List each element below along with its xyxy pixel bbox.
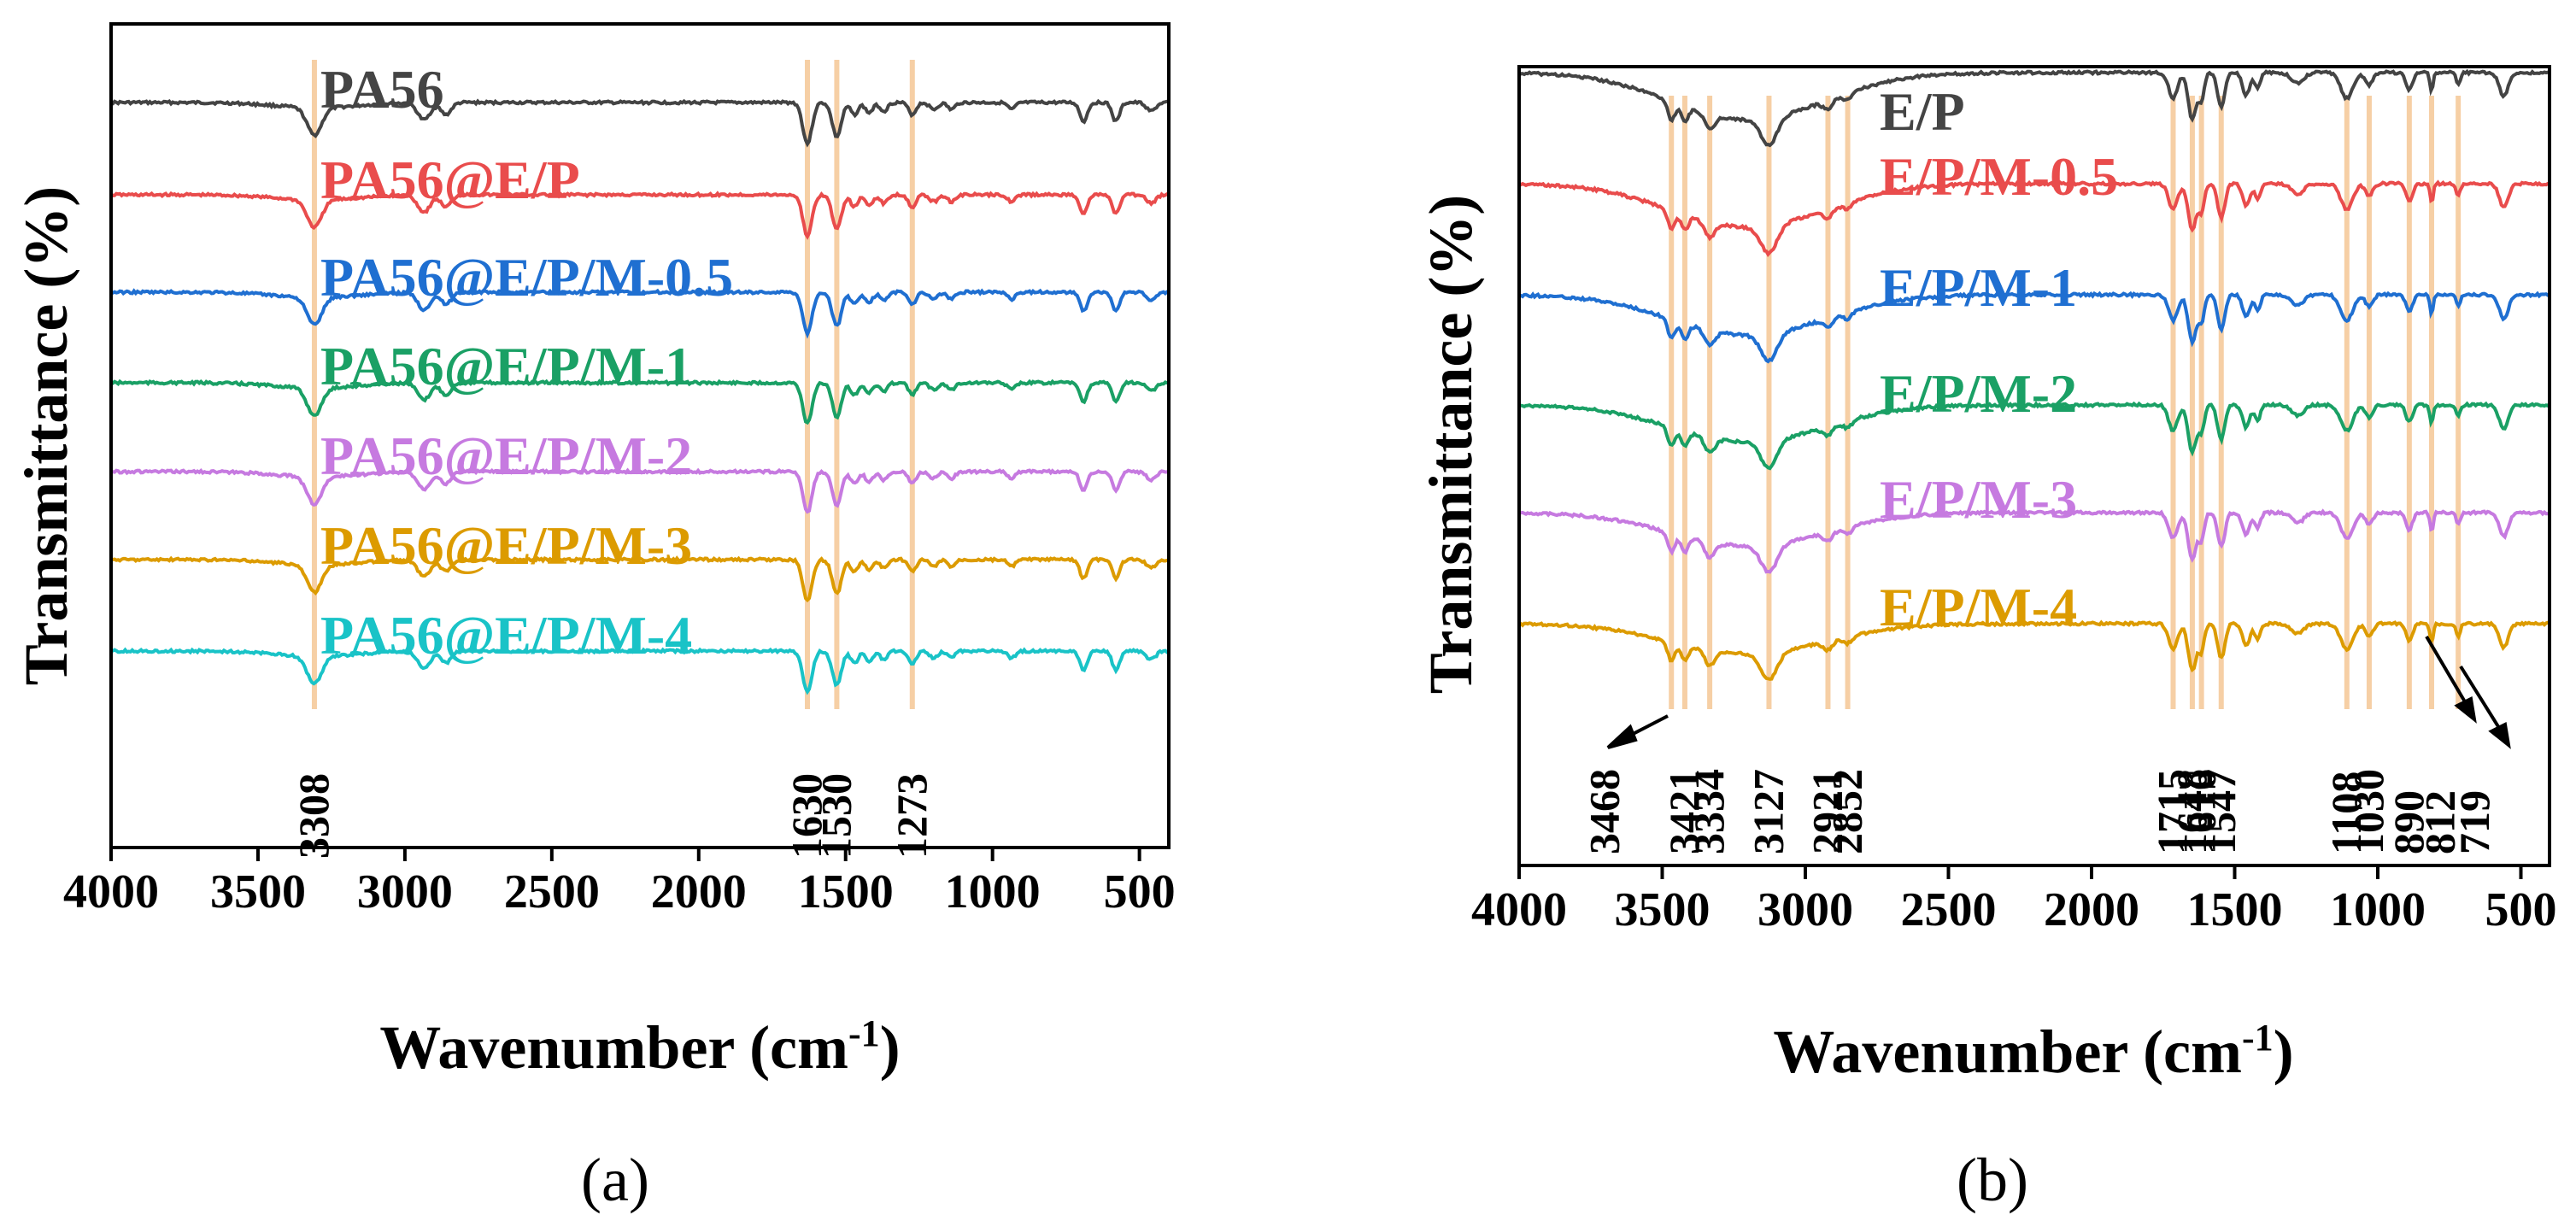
legend-label-e-p-m-3: E/P/M-3 [1880, 469, 2077, 530]
x-axis-label-a-close: ) [880, 1013, 901, 1082]
legend-b: E/PE/P/M-0.5 E/P/M-1 E/P/M-2 E/P/M-3 E/P/M-4 [1880, 81, 2118, 637]
peak-label-890: 890 [2385, 790, 2432, 854]
peak-label-1108: 1108 [2322, 771, 2370, 854]
legend-label-pa56-e-p: PA56@E/P [320, 150, 580, 210]
legend-label-pa56-e-p-m-0-5: PA56@E/P/M-0.5 [320, 247, 733, 308]
trace-e-p-m-2 [1518, 401, 2551, 471]
trace-e-p-m-0-5 [1518, 179, 2550, 257]
trace-e-p-m-3 [1518, 508, 2550, 574]
trace-pa56-e-p-m-2 [110, 467, 1171, 514]
x-tick-label-1000: 1000 [945, 865, 1041, 918]
peak-label-3308: 3308 [290, 773, 337, 859]
x-tick-label-500: 500 [2485, 883, 2557, 936]
panel-label-b: (b) [1957, 1146, 2028, 1214]
plot-frame-a [109, 22, 1171, 849]
x-axis-label-a: Wavenumber (cm-1) [379, 1012, 900, 1082]
legend-label-pa56-e-p-m-3: PA56@E/P/M-3 [320, 515, 692, 576]
x-tick-label-3500: 3500 [1615, 883, 1710, 936]
arrow-719 [2459, 665, 2505, 736]
legend-label-pa56-e-p-m-2: PA56@E/P/M-2 [320, 425, 692, 486]
peak-label-1616: 1616 [2177, 769, 2225, 854]
x-axis-label-a-sup: -1 [848, 1012, 880, 1054]
peak-label-1648: 1648 [2168, 769, 2215, 854]
x-tick-label-1000: 1000 [2330, 883, 2426, 936]
trace-pa56 [110, 98, 1169, 148]
x-tick-label-2500: 2500 [504, 865, 600, 918]
x-tick-label-3000: 3000 [1757, 883, 1853, 936]
x-tick-label-4000: 4000 [63, 865, 159, 918]
panel-b: E/PE/P/M-0.5 E/P/M-1 E/P/M-2 E/P/M-3 E/P/M-4… [1417, 65, 2557, 1214]
y-axis-label-a: Transmittance (%) [12, 186, 80, 686]
x-tick-label-500: 500 [1104, 865, 1176, 918]
x-axis-label-b-main: Wavenumber (cm [1773, 1018, 2242, 1086]
legend-label-e-p-m-4: E/P/M-4 [1880, 577, 2077, 637]
arrow-719-head [2488, 722, 2511, 749]
x-tick-label-2000: 2000 [651, 865, 747, 918]
peak-label-1030: 1030 [2344, 769, 2392, 854]
x-axis-label-b-close: ) [2274, 1018, 2294, 1086]
x-ticks-a: 4000 3500 3000 2500 2000 1500 1000 500 [63, 848, 1176, 918]
x-tick-label-3500: 3500 [210, 865, 306, 918]
peak-label-3127: 3127 [1745, 769, 1793, 854]
legend-a: PA56 PA56@E/P PA56@E/P/M-0.5 PA56@E/P/M-1 PA… [320, 59, 733, 666]
peak-label-1530: 1530 [812, 773, 860, 859]
trace-pa56-e-p-m-3 [109, 555, 1169, 603]
legend-label-pa56-e-p-m-4: PA56@E/P/M-4 [320, 605, 692, 666]
trace-pa56-e-p [109, 191, 1171, 240]
legend-label-e-p: E/P [1880, 81, 1965, 142]
peak-label-1715: 1715 [2149, 769, 2197, 854]
x-tick-label-1500: 1500 [798, 865, 894, 918]
plot-frame-b [1517, 65, 2551, 867]
peak-lines-b [1669, 96, 2462, 709]
arrow-812 [2425, 635, 2471, 711]
y-axis-label-b: Transmittance (%) [1417, 195, 1485, 695]
x-axis-label-b-sup: -1 [2242, 1017, 2274, 1059]
legend-label-pa56-e-p-m-1: PA56@E/P/M-1 [320, 336, 692, 396]
peak-label-3334: 3334 [1685, 769, 1733, 854]
peak-arrows-b [1606, 635, 2511, 749]
panel-a: PA56 PA56@E/P PA56@E/P/M-0.5 PA56@E/P/M-1 PA… [12, 22, 1176, 1214]
x-tick-label-2500: 2500 [1901, 883, 1997, 936]
peak-label-2852: 2852 [1823, 769, 1871, 854]
peak-label-719: 719 [2450, 790, 2498, 854]
x-axis-label-a-main: Wavenumber (cm [379, 1013, 848, 1082]
x-ticks-b: 4000 3500 3000 2500 2000 1500 1000 500 [1471, 865, 2557, 936]
trace-pa56-e-p-m-0-5 [110, 288, 1170, 339]
trace-e-p [1517, 68, 2551, 148]
traces-b [1517, 68, 2551, 681]
x-tick-label-1500: 1500 [2187, 883, 2283, 936]
trace-e-p-m-1 [1518, 290, 2550, 364]
peak-label-2921: 2921 [1804, 769, 1851, 854]
traces-a [109, 98, 1171, 695]
peak-label-812: 812 [2416, 790, 2464, 854]
trace-pa56-e-p-m-1 [110, 378, 1170, 425]
panel-label-a: (a) [581, 1146, 649, 1214]
peak-label-1547: 1547 [2197, 769, 2244, 854]
legend-label-e-p-m-1: E/P/M-1 [1880, 257, 2077, 318]
arrow-812-head [2454, 696, 2477, 724]
legend-label-e-p-m-0-5: E/P/M-0.5 [1880, 146, 2118, 207]
legend-label-e-p-m-2: E/P/M-2 [1880, 363, 2077, 424]
peak-label-3468: 3468 [1581, 769, 1628, 854]
x-tick-label-4000: 4000 [1471, 883, 1567, 936]
trace-pa56-e-p-m-4 [110, 647, 1170, 695]
peak-label-3421: 3421 [1660, 769, 1708, 854]
x-tick-label-3000: 3000 [357, 865, 453, 918]
x-tick-label-2000: 2000 [2044, 883, 2139, 936]
x-axis-label-b: Wavenumber (cm-1) [1773, 1017, 2293, 1086]
peak-label-1273: 1273 [888, 773, 936, 859]
trace-e-p-m-4 [1519, 619, 2551, 681]
peak-label-1630: 1630 [783, 773, 830, 859]
arrow-3468-head [1606, 724, 1638, 749]
legend-label-pa56: PA56 [320, 59, 444, 120]
